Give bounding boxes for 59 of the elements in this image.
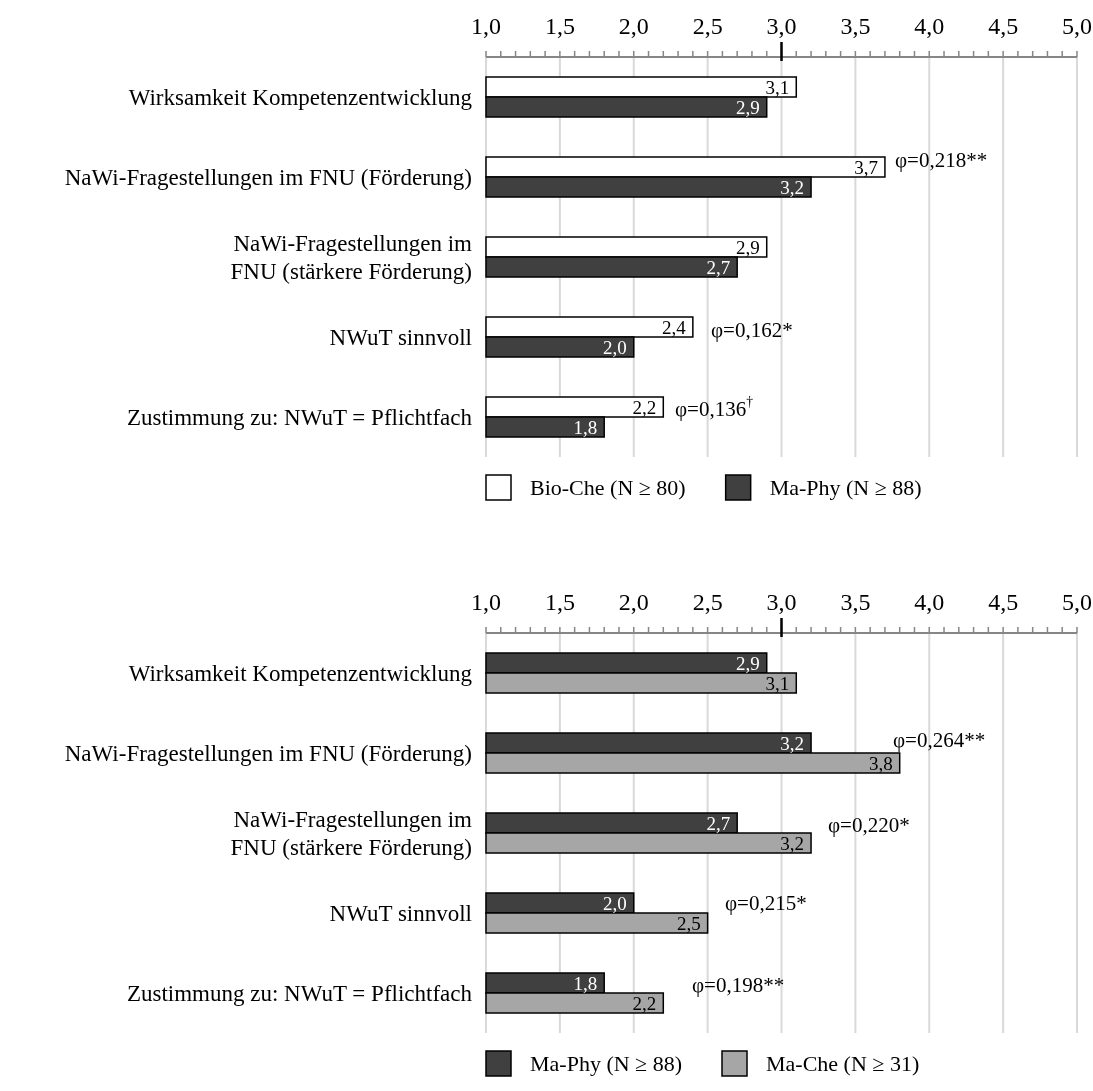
- data-label: 3,2: [780, 833, 805, 854]
- x-tick-label: 1,5: [544, 13, 575, 39]
- legend-label: Ma-Phy (N ≥ 88): [530, 1050, 683, 1076]
- data-label: 2,9: [735, 237, 760, 258]
- x-tick-label: 4,5: [988, 13, 1019, 39]
- x-tick-label: 3,5: [840, 589, 871, 615]
- x-tick-label: 1,5: [544, 589, 575, 615]
- y-tick-label: Wirksamkeit Kompetenzentwicklung: [128, 84, 473, 110]
- data-label: 2,2: [632, 397, 657, 418]
- x-tick-label: 2,5: [692, 13, 723, 39]
- data-label: 1,8: [573, 417, 598, 438]
- x-tick-label: 1,0: [471, 589, 501, 615]
- data-label: 2,4: [662, 317, 687, 338]
- y-tick-label: NaWi-Fragestellungen im FNU (stärkere Förderung): [230, 806, 473, 860]
- x-tick-label: 2,5: [692, 589, 723, 615]
- data-label: 2,9: [735, 653, 760, 674]
- y-tick-label: NaWi-Fragestellungen im FNU (stärkere Förderung): [230, 230, 473, 284]
- annotation: φ=0,215*: [725, 891, 807, 915]
- data-label: 2,0: [603, 337, 627, 358]
- x-tick-label: 4,0: [914, 13, 945, 39]
- x-tick-label: 5,0: [1062, 13, 1092, 39]
- x-tick-label: 4,5: [988, 589, 1019, 615]
- x-tick-label: 3,0: [766, 589, 797, 615]
- x-tick-label: 3,0: [766, 13, 797, 39]
- annotation: φ=0,218**: [895, 148, 988, 172]
- y-tick-label: Zustimmung zu: NWuT = Pflichtfach: [126, 404, 473, 430]
- data-label: 3,7: [854, 157, 878, 178]
- y-tick-label: Wirksamkeit Kompetenzentwicklung: [128, 660, 473, 686]
- y-tick-label: NaWi-Fragestellungen im FNU (Förderung): [64, 740, 472, 766]
- data-label: 3,8: [868, 753, 893, 774]
- annotation: φ=0,198**: [692, 973, 785, 997]
- data-label: 3,2: [780, 177, 805, 198]
- data-label: 2,5: [676, 913, 701, 934]
- annotation: φ=0,220*: [828, 813, 910, 837]
- data-label: 1,8: [573, 973, 598, 994]
- y-tick-label: NWuT sinnvoll: [329, 900, 472, 926]
- data-label: 2,7: [706, 813, 731, 834]
- x-tick-label: 2,0: [618, 589, 649, 615]
- annotation: φ=0,136$^{†}$: [675, 394, 754, 421]
- y-tick-label: NaWi-Fragestellungen im FNU (Förderung): [64, 164, 472, 190]
- legend-label: Bio-Che (N ≥ 80): [530, 474, 686, 500]
- annotation: φ=0,162*: [711, 318, 793, 342]
- x-tick-label: 5,0: [1062, 589, 1092, 615]
- x-tick-label: 1,0: [471, 13, 501, 39]
- legend-label: Ma-Che (N ≥ 31): [766, 1050, 920, 1076]
- data-label: 2,2: [632, 993, 657, 1014]
- x-tick-label: 2,0: [618, 13, 649, 39]
- x-tick-label: 3,5: [840, 13, 871, 39]
- data-label: 2,9: [735, 97, 760, 118]
- y-tick-label: NWuT sinnvoll: [329, 324, 472, 350]
- legend-label: Ma-Phy (N ≥ 88): [769, 474, 922, 500]
- data-label: 3,1: [765, 77, 790, 98]
- x-tick-label: 4,0: [914, 589, 945, 615]
- data-label: 2,0: [603, 893, 627, 914]
- data-label: 2,7: [706, 257, 731, 278]
- data-label: 3,1: [765, 673, 790, 694]
- y-tick-label: Zustimmung zu: NWuT = Pflichtfach: [126, 980, 473, 1006]
- data-label: 3,2: [780, 733, 805, 754]
- annotation: φ=0,264**: [893, 728, 986, 752]
